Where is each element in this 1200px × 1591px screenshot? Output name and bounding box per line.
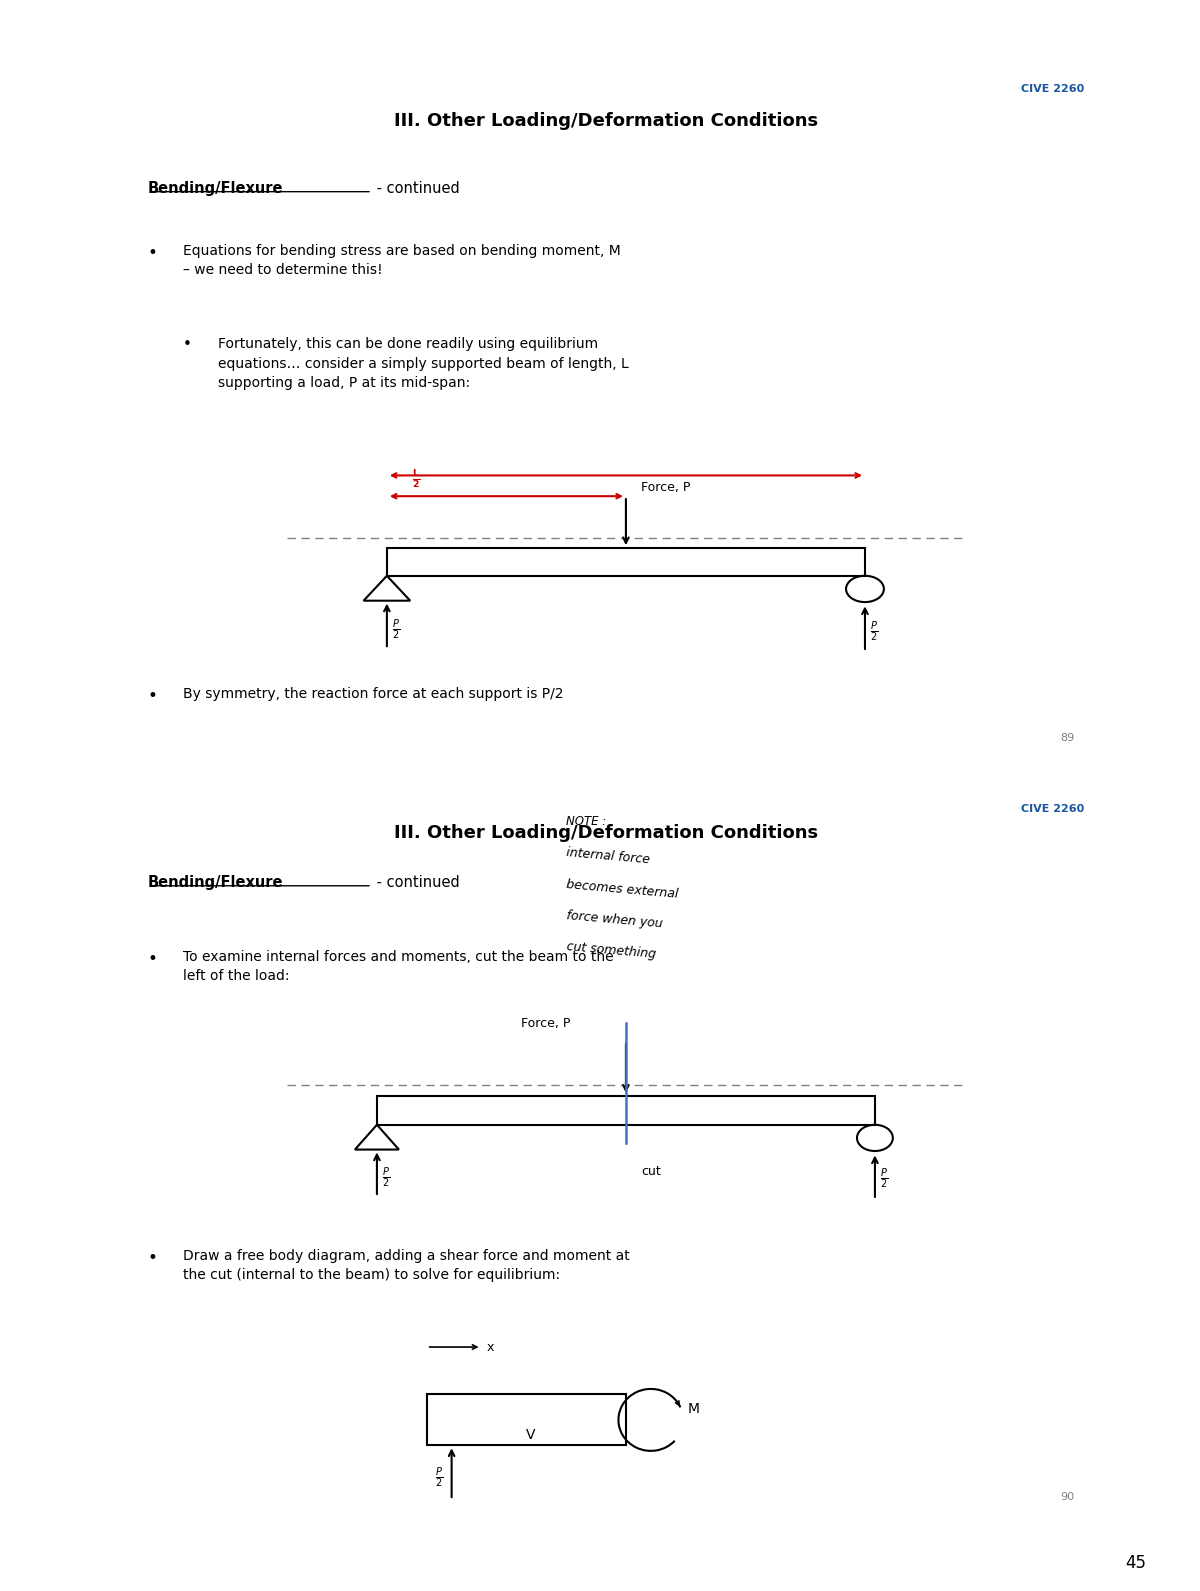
Text: Equations for bending stress are based on bending moment, M
– we need to determi: Equations for bending stress are based o… — [182, 243, 620, 277]
Text: becomes external: becomes external — [566, 878, 679, 901]
Text: V: V — [527, 1427, 536, 1441]
Text: cut something: cut something — [566, 940, 656, 961]
Text: Fortunately, this can be done readily using equilibrium
equations… consider a si: Fortunately, this can be done readily us… — [217, 337, 629, 390]
Text: $\frac{P}{2}$: $\frac{P}{2}$ — [870, 619, 878, 644]
Text: cut: cut — [641, 1165, 661, 1177]
Text: Force, P: Force, P — [521, 1017, 571, 1029]
Text: III. Other Loading/Deformation Conditions: III. Other Loading/Deformation Condition… — [394, 111, 818, 130]
Text: •: • — [148, 1249, 157, 1266]
Text: - continued: - continued — [372, 875, 460, 889]
Text: Force, P: Force, P — [641, 480, 690, 495]
Text: Bending/Flexure: Bending/Flexure — [148, 875, 283, 889]
Text: $\frac{P}{2}$: $\frac{P}{2}$ — [382, 1166, 390, 1190]
Text: $\frac{P}{2}$: $\frac{P}{2}$ — [392, 617, 400, 643]
Text: M: M — [688, 1402, 700, 1416]
Text: CIVE 2260: CIVE 2260 — [1021, 803, 1084, 815]
Text: $\frac{P}{2}$: $\frac{P}{2}$ — [434, 1465, 443, 1491]
Text: internal force: internal force — [566, 846, 650, 867]
Text: NOTE :: NOTE : — [566, 815, 606, 827]
Text: 89: 89 — [1060, 733, 1074, 743]
Text: Draw a free body diagram, adding a shear force and moment at
the cut (internal t: Draw a free body diagram, adding a shear… — [182, 1249, 630, 1282]
Text: CIVE 2260: CIVE 2260 — [1021, 84, 1084, 94]
Text: •: • — [182, 337, 192, 352]
Bar — [377, 1096, 875, 1125]
Text: force when you: force when you — [566, 908, 664, 931]
Text: $\frac{P}{2}$: $\frac{P}{2}$ — [880, 1168, 888, 1192]
Text: To examine internal forces and moments, cut the beam to the
left of the load:: To examine internal forces and moments, … — [182, 950, 613, 983]
Bar — [427, 1394, 626, 1445]
Text: III. Other Loading/Deformation Conditions: III. Other Loading/Deformation Condition… — [394, 824, 818, 842]
Bar — [386, 547, 865, 576]
Text: •: • — [148, 950, 157, 967]
Text: - continued: - continued — [372, 181, 460, 196]
Text: •: • — [148, 243, 157, 261]
Text: •: • — [148, 687, 157, 705]
Text: 45: 45 — [1126, 1554, 1146, 1572]
Text: x: x — [486, 1341, 494, 1354]
Text: By symmetry, the reaction force at each support is P/2: By symmetry, the reaction force at each … — [182, 687, 563, 700]
Text: Bending/Flexure: Bending/Flexure — [148, 181, 283, 196]
Text: $\mathbf{\frac{L}{2}}$: $\mathbf{\frac{L}{2}}$ — [412, 468, 420, 490]
Text: 90: 90 — [1060, 1491, 1074, 1502]
